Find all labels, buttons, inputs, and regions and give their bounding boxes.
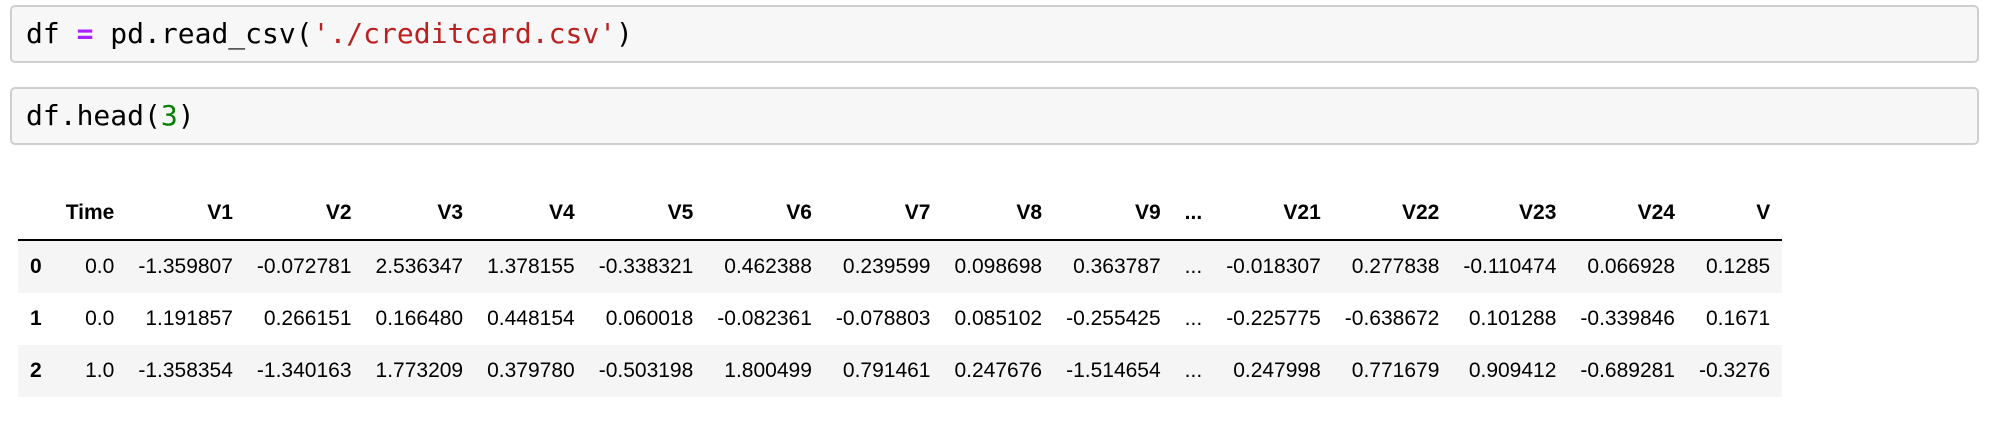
index-corner-header (18, 187, 54, 240)
code-cell-df-head[interactable]: df.head(3) (10, 87, 1979, 145)
code-token-plain: df.head( (26, 99, 161, 132)
table-cell: -0.3276 (1699, 359, 1771, 382)
table-cell: ... (1184, 359, 1203, 382)
code-token-plain: ) (616, 17, 633, 50)
table-cell: 0.379780 (487, 359, 575, 382)
table-cell: 0.0 (85, 307, 115, 330)
table-cell: 0.0 (85, 255, 115, 278)
table-cell: -0.078803 (835, 307, 931, 330)
table-cell: 1.378155 (487, 255, 575, 278)
column-header: V22 (1402, 201, 1440, 224)
dataframe-header: Time V1 V2 V3 V4 V5 V6 V7 V8 V9... V21 V22 V23 V24 V (18, 187, 1783, 240)
table-cell: -0.338321 (598, 255, 694, 278)
row-index: 0 (30, 255, 42, 278)
code-token-plain: ) (177, 99, 195, 132)
output-area: Time V1 V2 V3 V4 V5 V6 V7 V8 V9... V21 V22 V23 V24 V 0… (18, 187, 1979, 397)
column-header: V2 (325, 201, 352, 224)
column-header: V6 (786, 201, 812, 224)
table-cell: 1.800499 (724, 359, 812, 382)
table-cell: 0.101288 (1468, 307, 1557, 330)
dataframe-body: 0 0.0 -1.359807 -0.072781 2.536347 1.378155 -0… (18, 240, 1783, 397)
table-cell: ... (1184, 307, 1203, 330)
column-header: V4 (549, 201, 575, 224)
table-row: 2 1.0 -1.358354 -1.340163 1.773209 0.379780 -0… (18, 345, 1783, 397)
table-cell: -1.358354 (138, 359, 233, 382)
table-cell: 0.098698 (954, 255, 1043, 278)
code-token-string: './creditcard.csv' (312, 17, 617, 50)
table-cell: 0.791461 (842, 359, 931, 382)
table-cell: -0.072781 (256, 255, 352, 278)
table-cell: 0.085102 (954, 307, 1043, 330)
table-cell: 0.1285 (1706, 255, 1771, 278)
dataframe-table: Time V1 V2 V3 V4 V5 V6 V7 V8 V9... V21 V22 V23 V24 V 0… (18, 187, 1783, 397)
column-header: V21 (1283, 201, 1321, 224)
column-header: V9 (1134, 201, 1161, 224)
table-cell: -0.082361 (717, 307, 812, 330)
table-cell: 1.191857 (145, 307, 233, 330)
table-cell: 0.363787 (1073, 255, 1161, 278)
table-row: 1 0.0 1.191857 0.266151 0.166480 0.448154 0.06… (18, 293, 1782, 345)
table-cell: 0.247998 (1233, 359, 1321, 382)
column-header: V8 (1016, 201, 1043, 224)
table-cell: -0.689281 (1580, 359, 1675, 382)
table-cell: 0.066928 (1587, 255, 1675, 278)
table-cell: ... (1184, 255, 1203, 278)
column-header: V1 (207, 201, 233, 224)
table-cell: 0.462388 (724, 255, 812, 278)
table-cell: -0.503198 (598, 359, 694, 382)
table-cell: 0.239599 (842, 255, 931, 278)
table-cell: -1.340163 (256, 359, 352, 382)
table-cell: 0.448154 (487, 307, 575, 330)
code-cell-read-csv[interactable]: df = pd.read_csv('./creditcard.csv') (10, 5, 1979, 63)
table-cell: 0.909412 (1468, 359, 1557, 382)
table-cell: 1.773209 (375, 359, 464, 382)
table-cell: -0.255425 (1066, 307, 1161, 330)
table-cell: -0.110474 (1463, 255, 1557, 278)
table-cell: 0.247676 (954, 359, 1043, 382)
code-token-plain: pd.read_csv( (93, 17, 313, 50)
table-cell: 0.1671 (1706, 307, 1771, 330)
table-cell: -0.225775 (1226, 307, 1321, 330)
table-cell: 0.266151 (263, 307, 352, 330)
table-cell: 2.536347 (375, 255, 464, 278)
code-token-plain: df (26, 17, 77, 50)
column-header: V23 (1519, 201, 1557, 224)
column-header: V5 (667, 201, 694, 224)
column-header: V (1756, 201, 1771, 224)
table-cell: -1.359807 (138, 255, 233, 278)
table-cell: -0.018307 (1226, 255, 1321, 278)
column-header: ... (1184, 201, 1203, 224)
table-cell: 0.166480 (375, 307, 464, 330)
table-row: 0 0.0 -1.359807 -0.072781 2.536347 1.378155 -0… (18, 240, 1783, 293)
column-header: V3 (437, 201, 464, 224)
code-token-operator: = (76, 17, 94, 50)
column-header: V7 (904, 201, 931, 224)
code-token-number: 3 (160, 99, 178, 132)
table-cell: -0.339846 (1580, 307, 1675, 330)
column-header: V24 (1637, 201, 1675, 224)
header-row: Time V1 V2 V3 V4 V5 V6 V7 V8 V9... V21 V22 V23 V24 V (18, 187, 1782, 240)
table-cell: 0.060018 (605, 307, 694, 330)
column-header: Time (65, 201, 115, 224)
table-cell: -1.514654 (1066, 359, 1161, 382)
row-index: 2 (30, 359, 42, 382)
table-cell: 0.277838 (1351, 255, 1440, 278)
table-cell: -0.638672 (1344, 307, 1440, 330)
table-cell: 1.0 (85, 359, 115, 382)
row-index: 1 (30, 307, 42, 330)
table-cell: 0.771679 (1351, 359, 1440, 382)
